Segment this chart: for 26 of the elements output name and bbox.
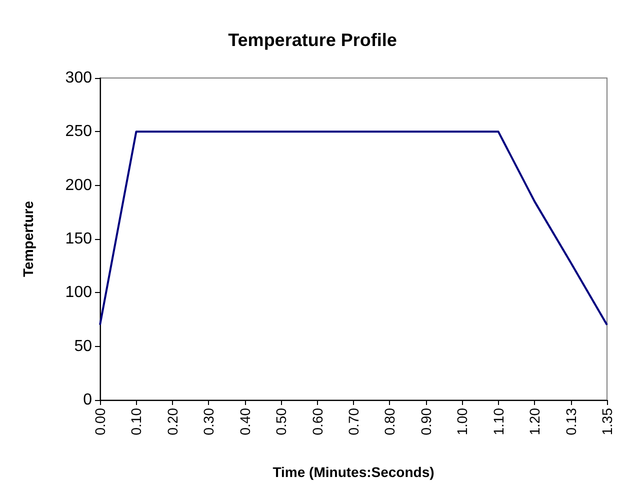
- x-tick-label: 0.70: [346, 408, 362, 436]
- y-tick-label: 50: [74, 338, 92, 355]
- x-tick-label: 0.50: [273, 408, 290, 436]
- y-tick-label: 100: [65, 284, 92, 302]
- y-tick-label: 0: [83, 392, 92, 408]
- x-tick-label: 0.60: [309, 408, 326, 436]
- x-tick-label: 0.10: [128, 408, 144, 436]
- x-tick-label: 1.00: [454, 408, 470, 436]
- x-tick-label: 0.20: [164, 408, 180, 436]
- x-tick-label: 0.13: [562, 408, 579, 436]
- y-tick-label: 250: [65, 123, 92, 140]
- x-tick-label: 0.30: [200, 408, 217, 436]
- x-axis-title: Time (Minutes:Seconds): [272, 464, 434, 480]
- x-tick-label: 1.20: [526, 408, 543, 436]
- x-tick-label: 0.00: [92, 408, 108, 436]
- y-tick-label: 150: [65, 230, 92, 248]
- y-tick-label: 300: [65, 70, 92, 86]
- line-series: [99, 130, 608, 326]
- chart-title: Temperature Profile: [228, 30, 397, 50]
- y-axis-title: Temperture: [20, 200, 36, 277]
- x-tick-label: 1.35: [599, 408, 615, 436]
- x-tick-label: 0.90: [418, 408, 434, 436]
- x-tick-label: 1.10: [490, 408, 506, 436]
- x-tick-label: 0.40: [236, 408, 253, 436]
- x-tick-label: 0.80: [382, 408, 398, 436]
- y-tick-label: 200: [65, 176, 92, 194]
